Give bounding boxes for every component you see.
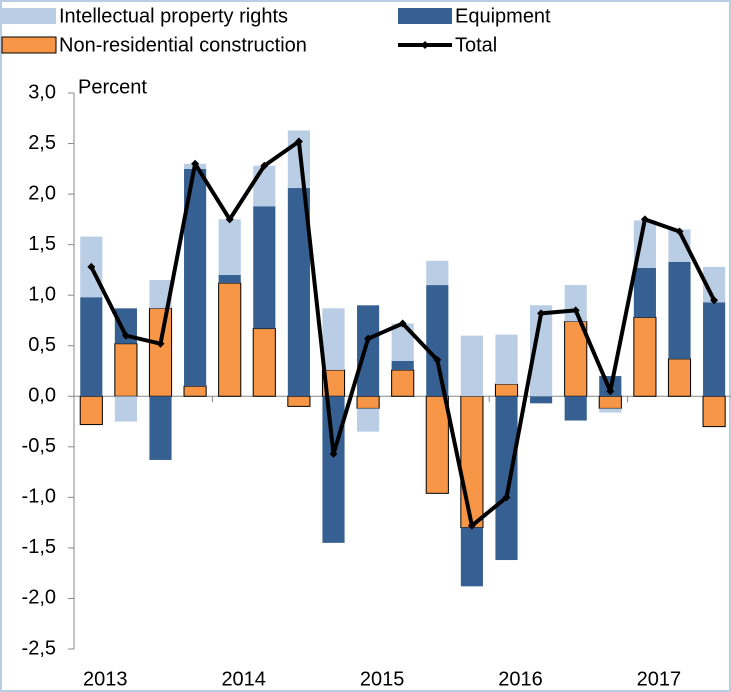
total-marker bbox=[156, 339, 165, 348]
y-axis-label: Percent bbox=[78, 76, 147, 98]
bar bbox=[495, 396, 518, 561]
x-tick-label: 2017 bbox=[637, 668, 682, 690]
bar bbox=[460, 395, 484, 529]
bar bbox=[668, 229, 691, 262]
total-marker bbox=[537, 309, 546, 318]
bar bbox=[391, 360, 414, 370]
total-marker bbox=[191, 159, 200, 168]
bar bbox=[667, 358, 692, 397]
y-tick-label: -2,5 bbox=[22, 637, 56, 659]
bar bbox=[184, 168, 207, 387]
bar bbox=[149, 396, 172, 460]
bar bbox=[183, 385, 207, 397]
bar bbox=[357, 408, 380, 432]
y-tick-label: -1,0 bbox=[22, 486, 56, 508]
y-tick-label: 2,5 bbox=[28, 132, 56, 154]
total-marker bbox=[571, 306, 580, 315]
y-tick-label: 3,0 bbox=[28, 81, 56, 103]
total-marker bbox=[398, 319, 407, 328]
bar bbox=[530, 396, 553, 404]
legend-marker bbox=[421, 41, 429, 49]
bar bbox=[218, 274, 241, 284]
x-tick-label: 2016 bbox=[498, 668, 543, 690]
total-marker bbox=[640, 215, 649, 224]
bar bbox=[79, 395, 103, 426]
y-tick-label: 2,0 bbox=[28, 182, 56, 204]
x-tick-label: 2014 bbox=[221, 668, 266, 690]
bar bbox=[253, 165, 276, 207]
bar bbox=[253, 206, 276, 329]
bar bbox=[149, 280, 172, 309]
bar bbox=[391, 369, 415, 397]
bar bbox=[494, 383, 519, 397]
bar bbox=[322, 396, 345, 543]
bar bbox=[148, 307, 173, 397]
y-tick-label: -1,5 bbox=[22, 536, 56, 558]
bar bbox=[252, 328, 276, 397]
y-tick-label: -2,0 bbox=[22, 587, 56, 609]
bar bbox=[633, 316, 657, 397]
legend-label: Intellectual property rights bbox=[59, 5, 288, 27]
bar bbox=[80, 297, 103, 397]
bar bbox=[598, 395, 622, 409]
total-marker bbox=[502, 493, 511, 502]
bar bbox=[287, 395, 311, 407]
bar bbox=[322, 308, 345, 370]
y-tick-label: 0,5 bbox=[28, 334, 56, 356]
total-marker bbox=[260, 161, 269, 170]
total-marker bbox=[675, 227, 684, 236]
bar bbox=[218, 219, 241, 275]
total-marker bbox=[433, 355, 442, 364]
total-marker bbox=[467, 521, 476, 530]
bar bbox=[460, 335, 483, 397]
y-tick-label: 1,5 bbox=[28, 233, 56, 255]
y-tick-label: 0,0 bbox=[28, 385, 56, 407]
bar bbox=[633, 267, 656, 318]
bar bbox=[668, 261, 691, 359]
y-tick-label: 1,0 bbox=[28, 283, 56, 305]
x-tick-label: 2013 bbox=[83, 668, 128, 690]
legend-label: Equipment bbox=[455, 5, 551, 27]
bar bbox=[287, 188, 310, 397]
bar bbox=[495, 334, 518, 385]
legend-swatch bbox=[398, 8, 452, 24]
total-marker bbox=[710, 296, 719, 305]
bar bbox=[564, 285, 587, 322]
total-marker bbox=[329, 449, 338, 458]
legend-label: Non-residential construction bbox=[59, 34, 307, 56]
bar bbox=[564, 396, 587, 421]
total-marker bbox=[225, 215, 234, 224]
bar bbox=[703, 302, 726, 397]
bar bbox=[357, 305, 380, 397]
legend-label: Total bbox=[455, 34, 497, 56]
bar bbox=[425, 395, 449, 494]
legend-swatch bbox=[2, 8, 56, 24]
bar bbox=[218, 282, 242, 397]
y-tick-label: -0,5 bbox=[22, 435, 56, 457]
total-marker bbox=[121, 331, 130, 340]
bar bbox=[391, 323, 414, 361]
bar bbox=[599, 408, 622, 413]
total-marker bbox=[606, 387, 615, 396]
x-tick-label: 2015 bbox=[360, 668, 405, 690]
bar bbox=[460, 527, 483, 587]
bar bbox=[426, 260, 449, 286]
total-marker bbox=[364, 334, 373, 343]
bar bbox=[114, 343, 138, 397]
bar bbox=[426, 285, 449, 397]
total-marker bbox=[87, 262, 96, 271]
legend-swatch bbox=[1, 36, 57, 54]
bar bbox=[356, 395, 380, 409]
bar bbox=[114, 396, 137, 422]
bar bbox=[530, 305, 553, 397]
bar bbox=[702, 395, 726, 428]
total-marker bbox=[294, 137, 303, 146]
